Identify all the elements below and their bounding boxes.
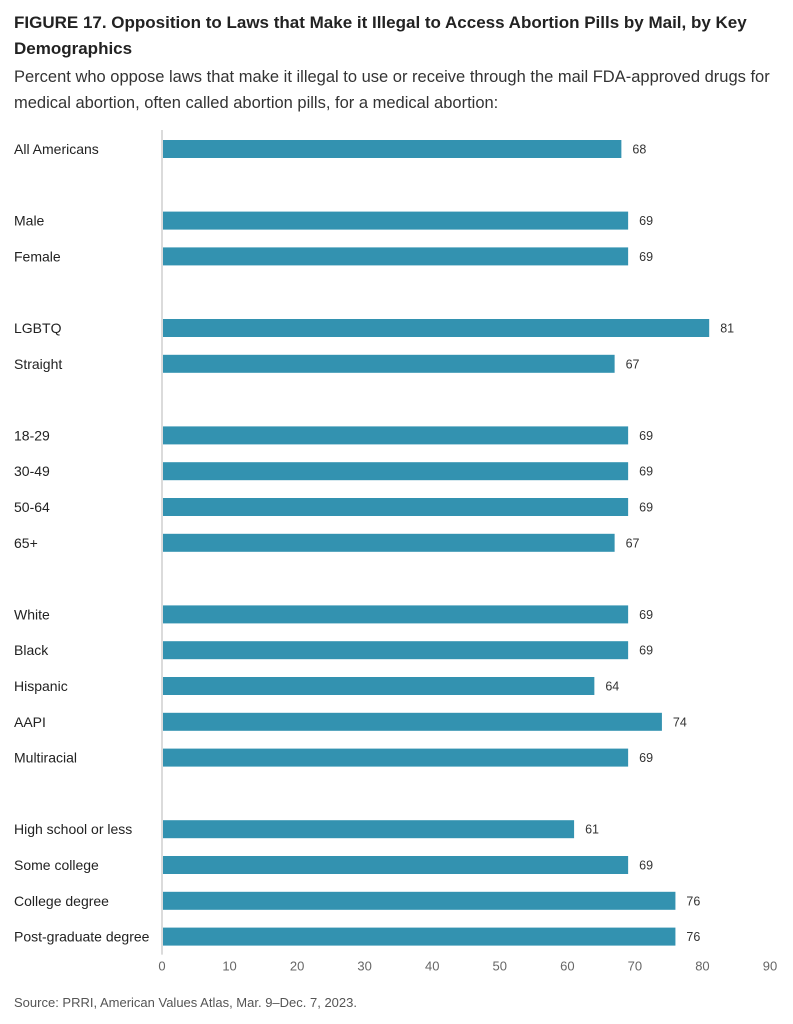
data-label-65: 67 [626, 536, 640, 550]
bar-18-29 [163, 426, 629, 445]
data-label-hispanic: 64 [605, 680, 619, 694]
data-label-white: 69 [639, 608, 653, 622]
category-label-some-college: Some college [14, 857, 99, 873]
category-label-all-americans: All Americans [14, 141, 99, 157]
bar-multiracial [163, 748, 629, 767]
category-label-high-school-or-less: High school or less [14, 821, 132, 837]
data-label-female: 69 [639, 250, 653, 264]
category-label-hispanic: Hispanic [14, 678, 68, 694]
bar-65 [163, 533, 615, 552]
x-tick-label-90: 90 [763, 959, 777, 974]
data-label-lgbtq: 81 [720, 322, 734, 336]
data-label-some-college: 69 [639, 859, 653, 873]
bar-post-graduate-degree [163, 927, 676, 946]
x-tick-label-30: 30 [357, 959, 371, 974]
bar-high-school-or-less [163, 820, 575, 839]
data-label-straight: 67 [626, 357, 640, 371]
category-label-female: Female [14, 248, 61, 264]
category-label-multiracial: Multiracial [14, 750, 77, 766]
x-tick-label-10: 10 [222, 959, 236, 974]
bar-aapi [163, 712, 662, 731]
data-label-male: 69 [639, 214, 653, 228]
x-tick-label-50: 50 [493, 959, 507, 974]
bar-some-college [163, 856, 629, 874]
category-label-male: Male [14, 213, 45, 229]
x-tick-label-60: 60 [560, 959, 574, 974]
bar-college-degree [163, 891, 676, 910]
bar-50-64 [163, 498, 629, 516]
data-label-college-degree: 76 [686, 894, 700, 908]
data-label-aapi: 74 [673, 715, 687, 729]
chart-subtitle: Percent who oppose laws that make it ill… [14, 68, 770, 112]
bar-white [163, 605, 629, 624]
data-label-post-graduate-degree: 76 [686, 930, 700, 944]
x-tick-label-70: 70 [628, 959, 642, 974]
x-tick-label-20: 20 [290, 959, 304, 974]
category-label-black: Black [14, 642, 49, 658]
chart-title: FIGURE 17. Opposition to Laws that Make … [14, 13, 747, 58]
data-label-high-school-or-less: 61 [585, 823, 599, 837]
data-label-30-49: 69 [639, 465, 653, 479]
category-label-50-64: 50-64 [14, 499, 50, 515]
data-label-multiracial: 69 [639, 751, 653, 765]
data-label-all-americans: 68 [632, 143, 646, 157]
bar-all-americans [163, 140, 622, 158]
data-label-50-64: 69 [639, 501, 653, 515]
category-label-white: White [14, 606, 50, 622]
bar-male [163, 211, 629, 230]
data-label-black: 69 [639, 644, 653, 658]
bar-female [163, 247, 629, 266]
bar-straight [163, 354, 615, 373]
category-label-18-29: 18-29 [14, 427, 50, 443]
category-label-lgbtq: LGBTQ [14, 320, 62, 336]
data-label-18-29: 69 [639, 429, 653, 443]
category-label-65: 65+ [14, 535, 38, 551]
category-label-aapi: AAPI [14, 714, 46, 730]
bar-30-49 [163, 462, 629, 481]
bar-lgbtq [163, 319, 710, 337]
category-label-post-graduate-degree: Post-graduate degree [14, 929, 150, 945]
bar-chart: All Americans 68 Male 69 Female 69 LGBTQ 81 Stra… [14, 130, 777, 974]
x-tick-label-0: 0 [158, 959, 165, 974]
category-label-college-degree: College degree [14, 893, 109, 909]
source-note: Source: PRRI, American Values Atlas, Mar… [14, 995, 357, 1010]
bar-black [163, 641, 629, 660]
x-tick-label-40: 40 [425, 959, 439, 974]
category-label-straight: Straight [14, 356, 62, 372]
category-label-30-49: 30-49 [14, 463, 50, 479]
x-tick-label-80: 80 [695, 959, 709, 974]
bar-hispanic [163, 677, 595, 695]
